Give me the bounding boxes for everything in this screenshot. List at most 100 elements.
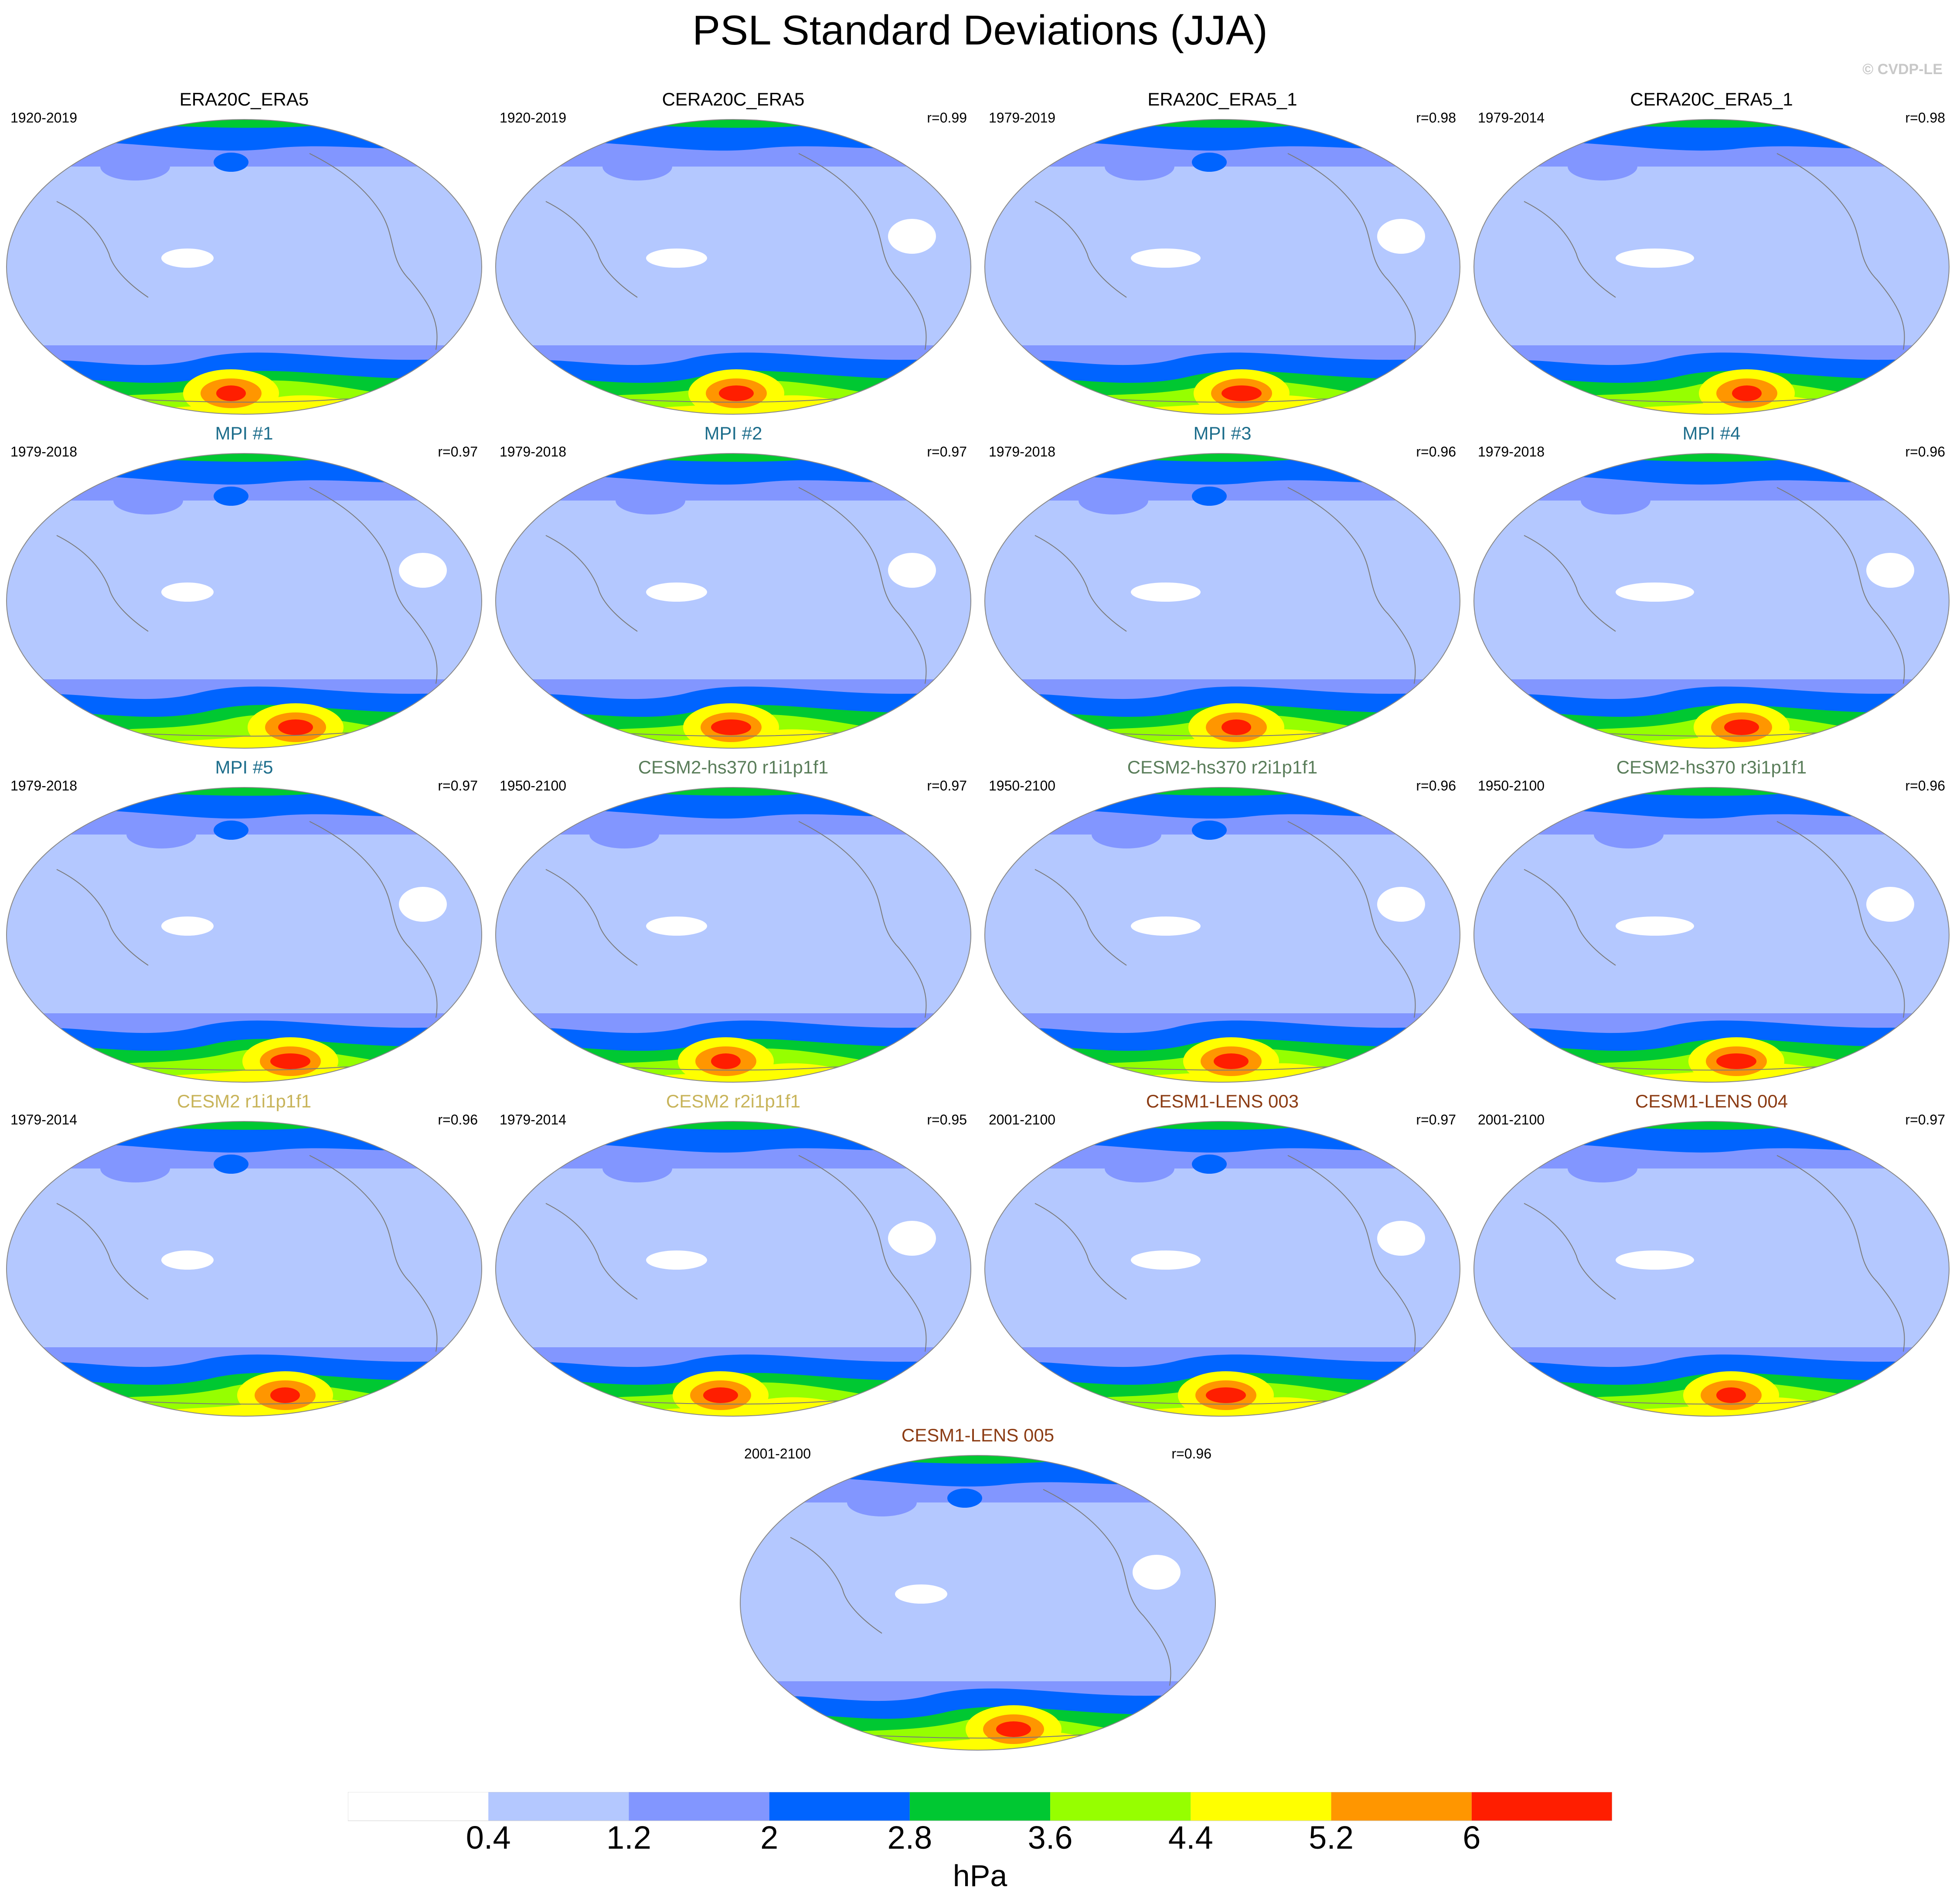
psl-std-map: [984, 1121, 1460, 1417]
psl-std-map: [495, 453, 971, 749]
colorbar-swatch: [1331, 1792, 1472, 1821]
psl-std-map: [740, 1455, 1216, 1751]
colorbar-swatch: [909, 1792, 1051, 1821]
psl-std-map: [1473, 453, 1950, 749]
panel-title: CESM1-LENS 003: [1146, 1091, 1299, 1111]
panel-title: CESM2 r2i1p1f1: [666, 1091, 801, 1111]
psl-std-map: [6, 1121, 482, 1417]
map-panel: CESM2-hs370 r1i1p1f1 1950-2100 r=0.97: [493, 755, 973, 1095]
panel-years: 1979-2018: [10, 444, 78, 460]
panel-title: CESM1-LENS 005: [901, 1425, 1055, 1445]
panel-title: CESM2 r1i1p1f1: [177, 1091, 312, 1111]
panel-title: CESM2-hs370 r3i1p1f1: [1616, 757, 1807, 777]
map-panel: CERA20C_ERA5 1920-2019 r=0.99: [493, 87, 973, 427]
psl-std-map: [6, 453, 482, 749]
colorbar-tick-label: 4.4: [1168, 1819, 1213, 1856]
panel-title: ERA20C_ERA5: [179, 89, 309, 109]
psl-std-map: [984, 119, 1460, 415]
colorbar-tick-label: 5.2: [1309, 1819, 1354, 1856]
panel-years: 1950-2100: [500, 778, 567, 794]
panel-years: 1979-2018: [500, 444, 567, 460]
map-panel: MPI #1 1979-2018 r=0.97: [4, 421, 484, 761]
panel-title: MPI #5: [215, 757, 273, 777]
colorbar-swatch: [1050, 1792, 1191, 1821]
panel-title: CERA20C_ERA5_1: [1630, 89, 1793, 109]
map-panel: CESM1-LENS 004 2001-2100 r=0.97: [1472, 1089, 1951, 1429]
panel-years: 1979-2014: [1478, 110, 1545, 126]
panel-years: 2001-2100: [744, 1446, 811, 1462]
panel-correlation: r=0.96: [1171, 1446, 1211, 1462]
panel-correlation: r=0.97: [927, 444, 967, 460]
panel-correlation: r=0.97: [438, 778, 478, 794]
colorbar-tick-label: 3.6: [1028, 1819, 1073, 1856]
psl-std-map: [1473, 1121, 1950, 1417]
colorbar-swatch: [488, 1792, 629, 1821]
colorbar-swatch: [1191, 1792, 1331, 1821]
panel-title: MPI #1: [215, 423, 273, 443]
panel-correlation: r=0.96: [1416, 444, 1456, 460]
map-panel: CESM1-LENS 005 2001-2100 r=0.96: [738, 1423, 1218, 1763]
map-panel: CESM1-LENS 003 2001-2100 r=0.97: [983, 1089, 1462, 1429]
colorbar-swatch: [348, 1792, 489, 1821]
map-panel: CESM2-hs370 r2i1p1f1 1950-2100 r=0.96: [983, 755, 1462, 1095]
panel-title: CESM2-hs370 r1i1p1f1: [638, 757, 829, 777]
map-panel: ERA20C_ERA5 1920-2019: [4, 87, 484, 427]
panel-correlation: r=0.97: [1905, 1112, 1945, 1128]
psl-std-map: [495, 787, 971, 1083]
panel-years: 1979-2018: [1478, 444, 1545, 460]
panel-years: 1979-2018: [10, 778, 78, 794]
panel-correlation: r=0.98: [1416, 110, 1456, 126]
map-panel: CESM2 r2i1p1f1 1979-2014 r=0.95: [493, 1089, 973, 1429]
psl-std-map: [984, 787, 1460, 1083]
panel-correlation: r=0.98: [1905, 110, 1945, 126]
panel-years: 1950-2100: [1478, 778, 1545, 794]
colorbar-swatch: [1471, 1792, 1612, 1821]
psl-std-map: [495, 119, 971, 415]
panel-correlation: r=0.95: [927, 1112, 967, 1128]
panel-title: CESM2-hs370 r2i1p1f1: [1127, 757, 1318, 777]
psl-std-map: [6, 119, 482, 415]
panel-title: MPI #3: [1193, 423, 1252, 443]
psl-std-map: [495, 1121, 971, 1417]
panel-correlation: r=0.96: [1416, 778, 1456, 794]
map-panel: CERA20C_ERA5_1 1979-2014 r=0.98: [1472, 87, 1951, 427]
copyright-label: © CVDP-LE: [1862, 61, 1943, 78]
psl-std-map: [984, 453, 1460, 749]
panel-years: 1979-2014: [10, 1112, 78, 1128]
panel-title: CESM1-LENS 004: [1635, 1091, 1788, 1111]
colorbar-swatch: [769, 1792, 910, 1821]
page-title: PSL Standard Deviations (JJA): [692, 7, 1268, 54]
panel-title: ERA20C_ERA5_1: [1147, 89, 1297, 109]
colorbar-unit-label: hPa: [953, 1859, 1007, 1893]
map-panel: CESM2 r1i1p1f1 1979-2014 r=0.96: [4, 1089, 484, 1429]
colorbar-tick-label: 6: [1463, 1819, 1481, 1856]
panel-correlation: r=0.96: [438, 1112, 478, 1128]
panel-years: 1920-2019: [500, 110, 567, 126]
panel-years: 2001-2100: [989, 1112, 1056, 1128]
panel-years: 1950-2100: [989, 778, 1056, 794]
panel-correlation: r=0.97: [438, 444, 478, 460]
colorbar-tick-label: 2: [760, 1819, 779, 1856]
colorbar-tick-label: 0.4: [466, 1819, 511, 1856]
panel-correlation: r=0.97: [927, 778, 967, 794]
colorbar-tick-label: 1.2: [606, 1819, 651, 1856]
psl-std-map: [1473, 119, 1950, 415]
panel-years: 1979-2018: [989, 444, 1056, 460]
panel-title: MPI #4: [1682, 423, 1741, 443]
psl-std-map: [1473, 787, 1950, 1083]
panel-correlation: r=0.99: [927, 110, 967, 126]
panel-years: 1979-2014: [500, 1112, 567, 1128]
map-panel: MPI #5 1979-2018 r=0.97: [4, 755, 484, 1095]
panel-correlation: r=0.96: [1905, 778, 1945, 794]
map-panel: MPI #3 1979-2018 r=0.96: [983, 421, 1462, 761]
psl-std-map: [6, 787, 482, 1083]
panel-years: 2001-2100: [1478, 1112, 1545, 1128]
panel-title: MPI #2: [704, 423, 762, 443]
map-panel: ERA20C_ERA5_1 1979-2019 r=0.98: [983, 87, 1462, 427]
map-panel: MPI #4 1979-2018 r=0.96: [1472, 421, 1951, 761]
colorbar-swatch: [629, 1792, 769, 1821]
panel-correlation: r=0.97: [1416, 1112, 1456, 1128]
colorbar: [348, 1792, 1612, 1821]
panel-years: 1979-2019: [989, 110, 1056, 126]
map-panel: CESM2-hs370 r3i1p1f1 1950-2100 r=0.96: [1472, 755, 1951, 1095]
